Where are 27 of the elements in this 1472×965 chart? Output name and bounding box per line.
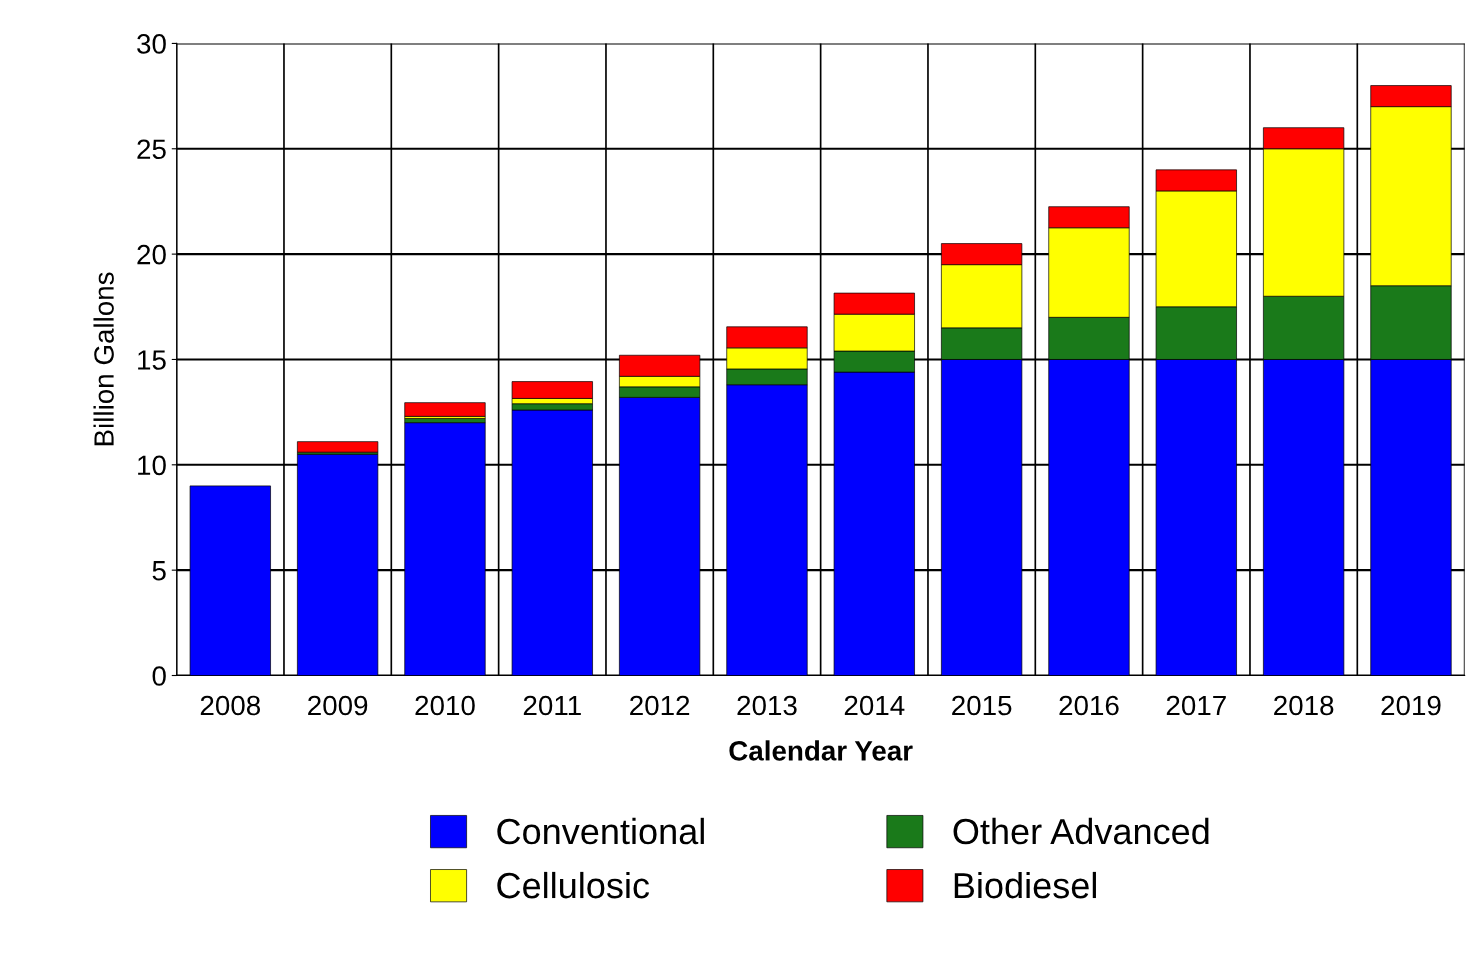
bar [297,441,379,453]
y-axis-title: Billion Gallons [93,272,114,446]
legend-label: Other Advanced [953,817,1209,845]
legend-label: Cellulosic [497,871,650,899]
x-tick-label: 2013 [737,695,797,716]
legend-label: Biodiesel [954,871,1096,899]
y-tick-label: 20 [137,244,166,265]
x-tick-label: 2009 [308,695,368,716]
y-tick-label: 10 [138,455,166,476]
y-tick-label: 5 [152,561,166,581]
x-tick-label: 2011 [523,695,581,716]
x-tick-label: 2014 [844,695,905,716]
y-tick-label: 15 [138,350,166,370]
y-tick-label: 30 [137,34,166,54]
x-tick-label: 2019 [1381,695,1441,716]
x-tick-label: 2010 [415,695,475,716]
legend-label: Conventional [497,817,704,845]
x-tick-label: 2016 [1059,695,1119,716]
x-tick-label: 2012 [630,695,690,716]
x-tick-label: 2018 [1274,695,1334,716]
x-tick-label: 2017 [1166,695,1226,716]
x-axis-title: Calendar Year [729,740,913,761]
y-tick-label: 25 [137,139,166,160]
bar [404,402,486,417]
x-tick-label: 2015 [952,695,1012,716]
x-tick-label: 2008 [200,695,260,716]
y-tick-label: 0 [152,666,166,686]
